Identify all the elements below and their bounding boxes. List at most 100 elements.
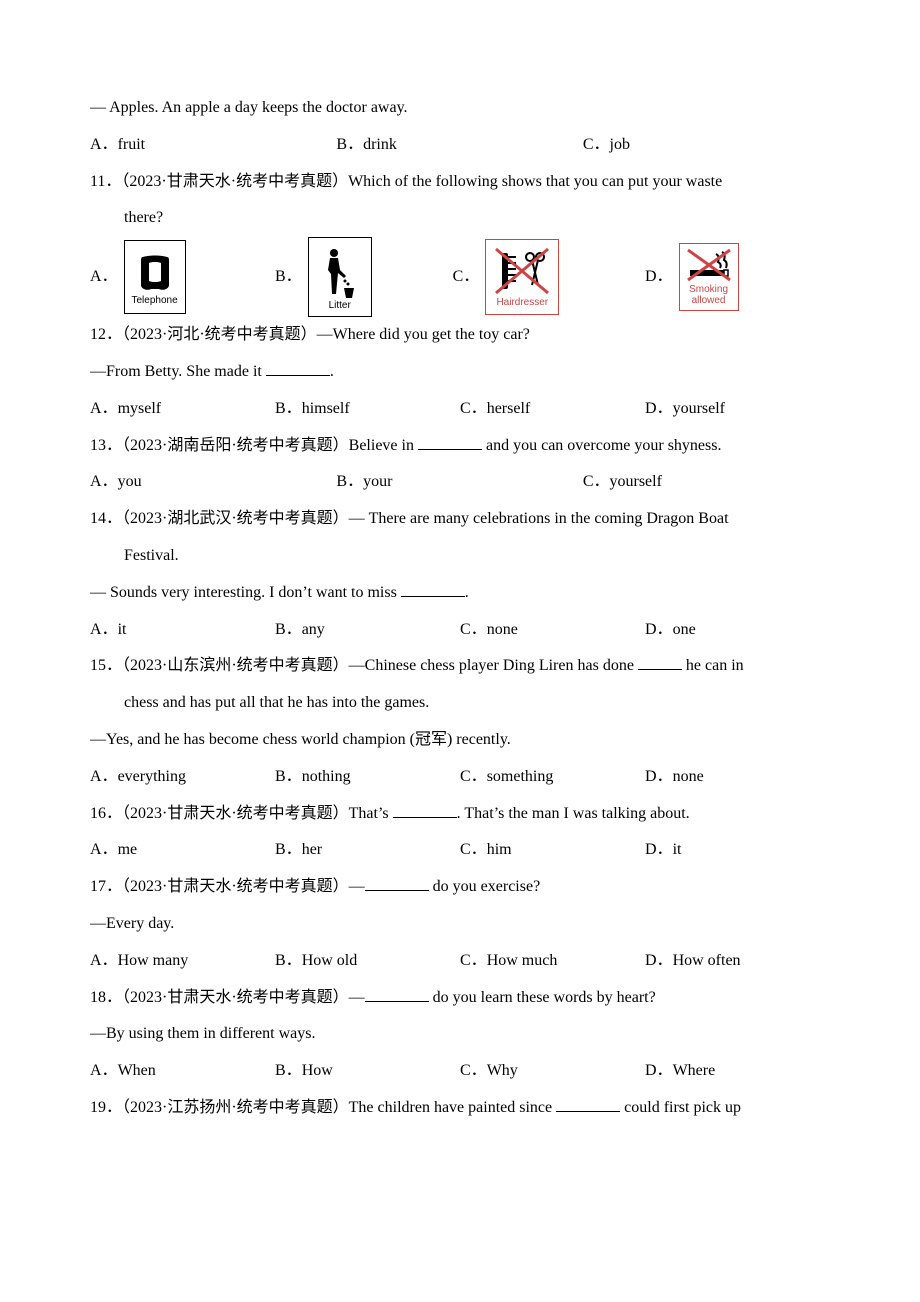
- blank: [401, 581, 465, 596]
- option-label: C．: [583, 127, 610, 164]
- q10-option-b[interactable]: B．drink: [336, 127, 582, 164]
- q15-option-a[interactable]: A．everything: [90, 759, 275, 796]
- option-label: B．: [275, 943, 302, 980]
- q18-option-b[interactable]: B．How: [275, 1053, 460, 1090]
- option-label: A．: [90, 1053, 118, 1090]
- option-label: A．: [90, 464, 118, 501]
- q16-option-b[interactable]: B．her: [275, 832, 460, 869]
- q11-option-a[interactable]: A． Telephone: [90, 240, 275, 314]
- q18-stem: 18．（2023·甘肃天水·统考中考真题）— do you learn thes…: [90, 980, 830, 1017]
- icon-caption: Smokingallowed: [689, 284, 728, 306]
- q14-option-d[interactable]: D．one: [645, 612, 830, 649]
- option-text: fruit: [118, 136, 146, 153]
- option-label: B．: [275, 259, 302, 296]
- q15-option-d[interactable]: D．none: [645, 759, 830, 796]
- option-label: A．: [90, 943, 118, 980]
- smoking-icon: Smokingallowed: [679, 243, 739, 311]
- option-label: A．: [90, 391, 118, 428]
- q13-option-b[interactable]: B．your: [336, 464, 582, 501]
- q16-option-c[interactable]: C．him: [460, 832, 645, 869]
- option-label: B．: [275, 612, 302, 649]
- q12-option-c[interactable]: C．herself: [460, 391, 645, 428]
- q15-stem: 15．（2023·山东滨州·统考中考真题）—Chinese chess play…: [90, 648, 830, 685]
- q17-option-d[interactable]: D．How often: [645, 943, 830, 980]
- hairdresser-icon: Hairdresser: [485, 239, 559, 315]
- option-text: How old: [302, 952, 358, 969]
- q14-options: A．it B．any C．none D．one: [90, 612, 830, 649]
- option-label: C．: [460, 391, 487, 428]
- option-text: him: [487, 841, 512, 858]
- option-text: her: [302, 841, 322, 858]
- option-text: myself: [118, 400, 162, 417]
- option-label: D．: [645, 832, 673, 869]
- q16-option-d[interactable]: D．it: [645, 832, 830, 869]
- q15-options: A．everything B．nothing C．something D．non…: [90, 759, 830, 796]
- blank: [556, 1097, 620, 1112]
- q12-stem: 12．（2023·河北·统考中考真题）—Where did you get th…: [90, 317, 830, 354]
- option-label: D．: [645, 1053, 673, 1090]
- q18-option-a[interactable]: A．When: [90, 1053, 275, 1090]
- q10-option-c[interactable]: C．job: [583, 127, 829, 164]
- q15-answer-line: —Yes, and he has become chess world cham…: [90, 722, 830, 759]
- q14-stem-cont: Festival.: [90, 538, 830, 575]
- option-text: something: [487, 768, 554, 785]
- option-text: nothing: [302, 768, 351, 785]
- option-text: it: [118, 621, 127, 638]
- option-text: How many: [118, 952, 189, 969]
- telephone-svg: [135, 253, 175, 293]
- option-text: any: [302, 621, 325, 638]
- q13-options: A．you B．your C．yourself: [90, 464, 830, 501]
- q16-option-a[interactable]: A．me: [90, 832, 275, 869]
- option-label: B．: [275, 759, 302, 796]
- q14-option-c[interactable]: C．none: [460, 612, 645, 649]
- option-text: Where: [673, 1062, 716, 1079]
- q13-stem: 13．（2023·湖南岳阳·统考中考真题）Believe in and you …: [90, 428, 830, 465]
- q17-options: A．How many B．How old C．How much D．How of…: [90, 943, 830, 980]
- q13-option-a[interactable]: A．you: [90, 464, 336, 501]
- q17-option-a[interactable]: A．How many: [90, 943, 275, 980]
- option-label: A．: [90, 759, 118, 796]
- q17-option-b[interactable]: B．How old: [275, 943, 460, 980]
- option-label: C．: [460, 612, 487, 649]
- option-label: C．: [460, 759, 487, 796]
- option-text: drink: [363, 136, 397, 153]
- q11-option-d[interactable]: D． Smokingallowed: [645, 243, 830, 311]
- option-label: A．: [90, 259, 118, 296]
- q12-answer-line: —From Betty. She made it .: [90, 354, 830, 391]
- q12-option-d[interactable]: D．yourself: [645, 391, 830, 428]
- option-text: me: [118, 841, 138, 858]
- blank: [266, 361, 330, 376]
- option-label: B．: [336, 464, 363, 501]
- option-text: it: [673, 841, 682, 858]
- q11-option-b[interactable]: B． Litter: [275, 237, 453, 317]
- option-text: Why: [487, 1062, 518, 1079]
- q15-option-b[interactable]: B．nothing: [275, 759, 460, 796]
- icon-caption: Telephone: [131, 295, 177, 306]
- option-label: B．: [275, 391, 302, 428]
- option-text: How often: [673, 952, 741, 969]
- option-label: D．: [645, 391, 673, 428]
- option-label: C．: [460, 832, 487, 869]
- q17-option-c[interactable]: C．How much: [460, 943, 645, 980]
- q13-option-c[interactable]: C．yourself: [583, 464, 829, 501]
- q17-stem: 17．（2023·甘肃天水·统考中考真题）— do you exercise?: [90, 869, 830, 906]
- q15-option-c[interactable]: C．something: [460, 759, 645, 796]
- q18-option-d[interactable]: D．Where: [645, 1053, 830, 1090]
- option-text: yourself: [610, 473, 662, 490]
- smoking-svg: [686, 248, 732, 282]
- q14-option-a[interactable]: A．it: [90, 612, 275, 649]
- option-text: none: [673, 768, 704, 785]
- option-label: B．: [275, 832, 302, 869]
- option-text: How much: [487, 952, 558, 969]
- option-label: C．: [460, 1053, 487, 1090]
- blank: [393, 802, 457, 817]
- q14-option-b[interactable]: B．any: [275, 612, 460, 649]
- q10-option-a[interactable]: A．fruit: [90, 127, 336, 164]
- q12-option-a[interactable]: A．myself: [90, 391, 275, 428]
- option-text: herself: [487, 400, 531, 417]
- q12-option-b[interactable]: B．himself: [275, 391, 460, 428]
- option-text: job: [610, 136, 630, 153]
- q18-option-c[interactable]: C．Why: [460, 1053, 645, 1090]
- q11-option-c[interactable]: C． Hairdresser: [453, 239, 645, 315]
- option-text: one: [673, 621, 696, 638]
